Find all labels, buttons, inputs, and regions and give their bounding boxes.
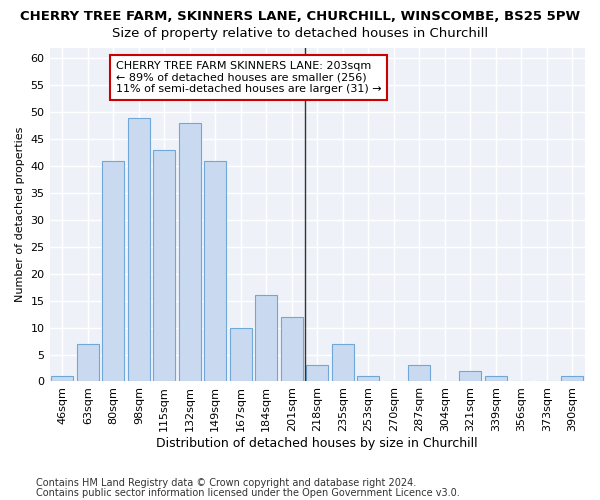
Bar: [409, 366, 430, 382]
Y-axis label: Number of detached properties: Number of detached properties: [15, 127, 25, 302]
Bar: [256, 296, 277, 382]
Bar: [77, 344, 98, 382]
Text: Size of property relative to detached houses in Churchill: Size of property relative to detached ho…: [112, 28, 488, 40]
Bar: [485, 376, 506, 382]
Text: CHERRY TREE FARM, SKINNERS LANE, CHURCHILL, WINSCOMBE, BS25 5PW: CHERRY TREE FARM, SKINNERS LANE, CHURCHI…: [20, 10, 580, 23]
Bar: [52, 376, 73, 382]
Bar: [562, 376, 583, 382]
Bar: [230, 328, 251, 382]
Bar: [154, 150, 175, 382]
Bar: [307, 366, 328, 382]
Bar: [358, 376, 379, 382]
Bar: [281, 317, 302, 382]
Bar: [128, 118, 149, 382]
Text: Contains public sector information licensed under the Open Government Licence v3: Contains public sector information licen…: [36, 488, 460, 498]
X-axis label: Distribution of detached houses by size in Churchill: Distribution of detached houses by size …: [157, 437, 478, 450]
Text: Contains HM Land Registry data © Crown copyright and database right 2024.: Contains HM Land Registry data © Crown c…: [36, 478, 416, 488]
Bar: [179, 123, 200, 382]
Text: CHERRY TREE FARM SKINNERS LANE: 203sqm
← 89% of detached houses are smaller (256: CHERRY TREE FARM SKINNERS LANE: 203sqm ←…: [116, 61, 382, 94]
Bar: [205, 160, 226, 382]
Bar: [460, 370, 481, 382]
Bar: [332, 344, 353, 382]
Bar: [103, 160, 124, 382]
